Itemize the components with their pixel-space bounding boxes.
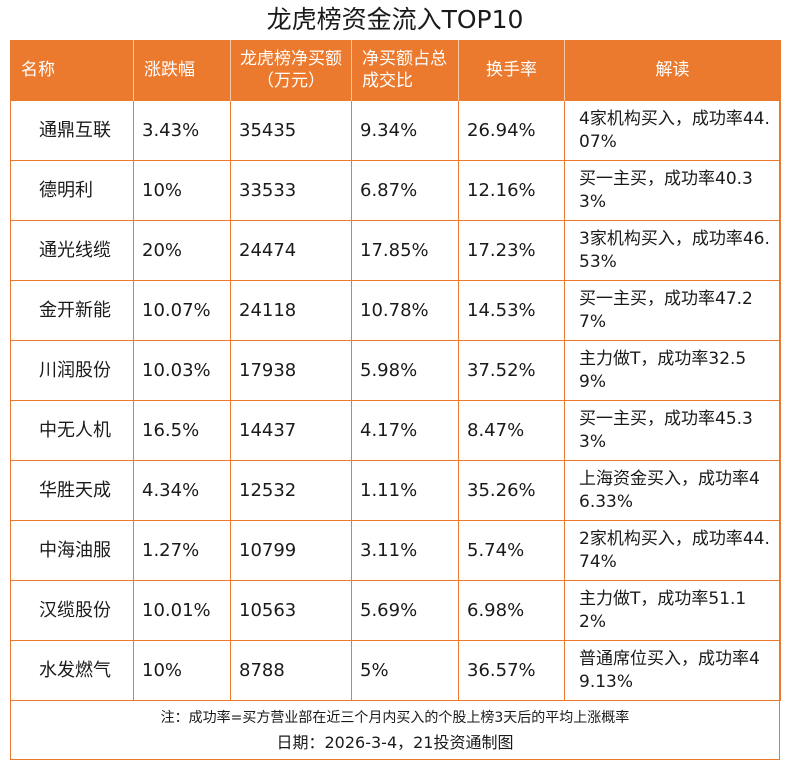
cell-note: 买一主买，成功率47.27% <box>564 280 781 341</box>
header-note: 解读 <box>564 40 781 101</box>
cell-change: 10.03% <box>133 340 231 401</box>
cell-turnover: 26.94% <box>458 100 565 161</box>
cell-note: 3家机构买入，成功率46.53% <box>564 220 781 281</box>
cell-turnover: 12.16% <box>458 160 565 221</box>
cell-change: 10% <box>133 640 231 701</box>
cell-change: 3.43% <box>133 100 231 161</box>
cell-change: 16.5% <box>133 400 231 461</box>
cell-turnover: 37.52% <box>458 340 565 401</box>
header-change: 涨跌幅 <box>133 40 231 101</box>
cell-note: 2家机构买入，成功率44.74% <box>564 520 781 581</box>
table-row: 汉缆股份 10.01% 10563 5.69% 6.98% 主力做T，成功率51… <box>10 580 781 641</box>
date-line: 日期：2026-3-4，21投资通制图 <box>276 733 514 752</box>
cell-net-ratio: 10.78% <box>351 280 459 341</box>
cell-name: 德明利 <box>10 160 134 221</box>
cell-name: 金开新能 <box>10 280 134 341</box>
cell-net-buy: 33533 <box>230 160 352 221</box>
cell-change: 20% <box>133 220 231 281</box>
table-row: 德明利 10% 33533 6.87% 12.16% 买一主买，成功率40.33… <box>10 160 781 221</box>
cell-turnover: 36.57% <box>458 640 565 701</box>
cell-turnover: 5.74% <box>458 520 565 581</box>
table-row: 通光线缆 20% 24474 17.85% 17.23% 3家机构买入，成功率4… <box>10 220 781 281</box>
cell-net-ratio: 6.87% <box>351 160 459 221</box>
cell-change: 1.27% <box>133 520 231 581</box>
cell-change: 10% <box>133 160 231 221</box>
cell-net-ratio: 5.69% <box>351 580 459 641</box>
table-row: 中无人机 16.5% 14437 4.17% 8.47% 买一主买，成功率45.… <box>10 400 781 461</box>
cell-net-buy: 10563 <box>230 580 352 641</box>
cell-turnover: 14.53% <box>458 280 565 341</box>
cell-note: 4家机构买入，成功率44.07% <box>564 100 781 161</box>
cell-name: 中海油服 <box>10 520 134 581</box>
cell-net-buy: 17938 <box>230 340 352 401</box>
cell-name: 汉缆股份 <box>10 580 134 641</box>
cell-note: 买一主买，成功率40.33% <box>564 160 781 221</box>
cell-note: 主力做T，成功率32.59% <box>564 340 781 401</box>
cell-net-ratio: 5.98% <box>351 340 459 401</box>
cell-name: 川润股份 <box>10 340 134 401</box>
cell-net-ratio: 1.11% <box>351 460 459 521</box>
cell-net-buy: 8788 <box>230 640 352 701</box>
table-row: 中海油服 1.27% 10799 3.11% 5.74% 2家机构买入，成功率4… <box>10 520 781 581</box>
cell-turnover: 6.98% <box>458 580 565 641</box>
table-row: 水发燃气 10% 8788 5% 36.57% 普通席位买入，成功率49.13% <box>10 640 781 701</box>
footnote: 注：成功率=买方营业部在近三个月内买入的个股上榜3天后的平均上涨概率 <box>160 710 630 726</box>
cell-net-ratio: 5% <box>351 640 459 701</box>
header-turnover: 换手率 <box>458 40 565 101</box>
cell-note: 买一主买，成功率45.33% <box>564 400 781 461</box>
cell-net-buy: 24474 <box>230 220 352 281</box>
cell-net-ratio: 9.34% <box>351 100 459 161</box>
header-name: 名称 <box>10 40 134 101</box>
cell-turnover: 35.26% <box>458 460 565 521</box>
cell-name: 中无人机 <box>10 400 134 461</box>
top10-table: 名称 涨跌幅 龙虎榜净买额（万元） 净买额占总成交比 换手率 解读 通鼎互联 3… <box>10 40 781 701</box>
cell-net-buy: 14437 <box>230 400 352 461</box>
cell-net-ratio: 3.11% <box>351 520 459 581</box>
cell-net-buy: 12532 <box>230 460 352 521</box>
table-row: 通鼎互联 3.43% 35435 9.34% 26.94% 4家机构买入，成功率… <box>10 100 781 161</box>
cell-net-ratio: 17.85% <box>351 220 459 281</box>
cell-note: 普通席位买入，成功率49.13% <box>564 640 781 701</box>
cell-change: 4.34% <box>133 460 231 521</box>
cell-turnover: 8.47% <box>458 400 565 461</box>
table-row: 华胜天成 4.34% 12532 1.11% 35.26% 上海资金买入，成功率… <box>10 460 781 521</box>
cell-change: 10.07% <box>133 280 231 341</box>
cell-net-ratio: 4.17% <box>351 400 459 461</box>
table-header-row: 名称 涨跌幅 龙虎榜净买额（万元） 净买额占总成交比 换手率 解读 <box>10 40 781 101</box>
table-row: 川润股份 10.03% 17938 5.98% 37.52% 主力做T，成功率3… <box>10 340 781 401</box>
cell-note: 主力做T，成功率51.12% <box>564 580 781 641</box>
header-net-buy: 龙虎榜净买额（万元） <box>230 40 352 101</box>
cell-name: 水发燃气 <box>10 640 134 701</box>
cell-name: 华胜天成 <box>10 460 134 521</box>
header-net-ratio: 净买额占总成交比 <box>351 40 459 101</box>
cell-change: 10.01% <box>133 580 231 641</box>
chart-title: 龙虎榜资金流入TOP10 <box>266 5 524 34</box>
cell-name: 通光线缆 <box>10 220 134 281</box>
cell-net-buy: 10799 <box>230 520 352 581</box>
cell-net-buy: 24118 <box>230 280 352 341</box>
cell-turnover: 17.23% <box>458 220 565 281</box>
cell-net-buy: 35435 <box>230 100 352 161</box>
cell-note: 上海资金买入，成功率46.33% <box>564 460 781 521</box>
table-row: 金开新能 10.07% 24118 10.78% 14.53% 买一主买，成功率… <box>10 280 781 341</box>
cell-name: 通鼎互联 <box>10 100 134 161</box>
